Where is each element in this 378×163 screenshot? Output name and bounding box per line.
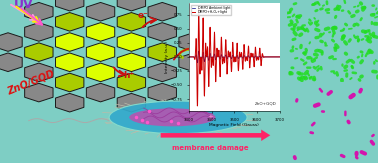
Polygon shape (86, 23, 115, 41)
DMPO+H₂O₂+light (231, 44, 235, 46)
DMPO+H₂O₂+light (262, 56, 266, 58)
DMPO Ambient light (231, 54, 235, 56)
Polygon shape (148, 63, 177, 82)
Polygon shape (25, 63, 53, 82)
DMPO Ambient light (236, 58, 241, 59)
DMPO Ambient light (196, 50, 201, 52)
Text: ZnO/GQD: ZnO/GQD (6, 68, 56, 96)
Polygon shape (117, 73, 146, 92)
Polygon shape (148, 43, 177, 61)
Text: UV: UV (14, 0, 34, 11)
Text: ZnO+GQD: ZnO+GQD (255, 101, 277, 105)
DMPO+H₂O₂+light (241, 58, 246, 60)
Text: +: + (207, 114, 213, 120)
DMPO Ambient light (230, 55, 235, 57)
X-axis label: Magnetic Field (Gauss): Magnetic Field (Gauss) (209, 123, 259, 127)
DMPO+H₂O₂+light (195, 105, 200, 107)
DMPO+H₂O₂+light (277, 56, 282, 58)
Line: DMPO Ambient light: DMPO Ambient light (189, 51, 280, 63)
DMPO+H₂O₂+light (236, 70, 241, 72)
Polygon shape (117, 0, 146, 11)
DMPO+H₂O₂+light (196, 7, 201, 9)
Polygon shape (148, 83, 177, 102)
Polygon shape (56, 93, 84, 112)
Polygon shape (179, 33, 207, 51)
Y-axis label: Intensity (a.u.): Intensity (a.u.) (165, 41, 169, 73)
Polygon shape (25, 43, 53, 61)
DMPO Ambient light (262, 56, 266, 58)
Polygon shape (86, 2, 115, 21)
Text: ROS: ROS (195, 39, 215, 48)
Polygon shape (117, 13, 146, 31)
Polygon shape (148, 23, 177, 41)
Polygon shape (179, 53, 207, 72)
Polygon shape (0, 53, 22, 72)
Text: membrane damage: membrane damage (172, 145, 249, 151)
Polygon shape (86, 43, 115, 61)
DMPO Ambient light (277, 56, 282, 58)
DMPO+H₂O₂+light (187, 56, 191, 58)
Text: e⁻: e⁻ (138, 11, 149, 20)
Text: ROS damage: ROS damage (224, 22, 268, 69)
Polygon shape (117, 33, 146, 51)
Ellipse shape (109, 101, 247, 134)
DMPO Ambient light (195, 62, 200, 64)
Polygon shape (148, 2, 177, 21)
Polygon shape (0, 33, 22, 51)
DMPO+H₂O₂+light (276, 56, 280, 58)
DMPO Ambient light (241, 56, 246, 58)
Polygon shape (56, 73, 84, 92)
Polygon shape (56, 0, 84, 11)
DMPO+H₂O₂+light (230, 44, 235, 46)
Polygon shape (86, 63, 115, 82)
Polygon shape (25, 2, 53, 21)
Polygon shape (117, 53, 146, 72)
Polygon shape (56, 13, 84, 31)
Text: h⁺: h⁺ (124, 71, 135, 80)
Polygon shape (56, 53, 84, 72)
Polygon shape (86, 83, 115, 102)
Polygon shape (25, 23, 53, 41)
Legend: DMPO Ambient light, DMPO+H₂O₂+light: DMPO Ambient light, DMPO+H₂O₂+light (191, 5, 231, 15)
Polygon shape (117, 93, 146, 112)
Ellipse shape (129, 108, 215, 126)
Polygon shape (56, 33, 84, 51)
Text: +: + (195, 107, 201, 113)
DMPO Ambient light (187, 56, 191, 58)
DMPO Ambient light (276, 56, 280, 58)
Line: DMPO+H₂O₂+light: DMPO+H₂O₂+light (189, 8, 280, 106)
Polygon shape (25, 83, 53, 102)
